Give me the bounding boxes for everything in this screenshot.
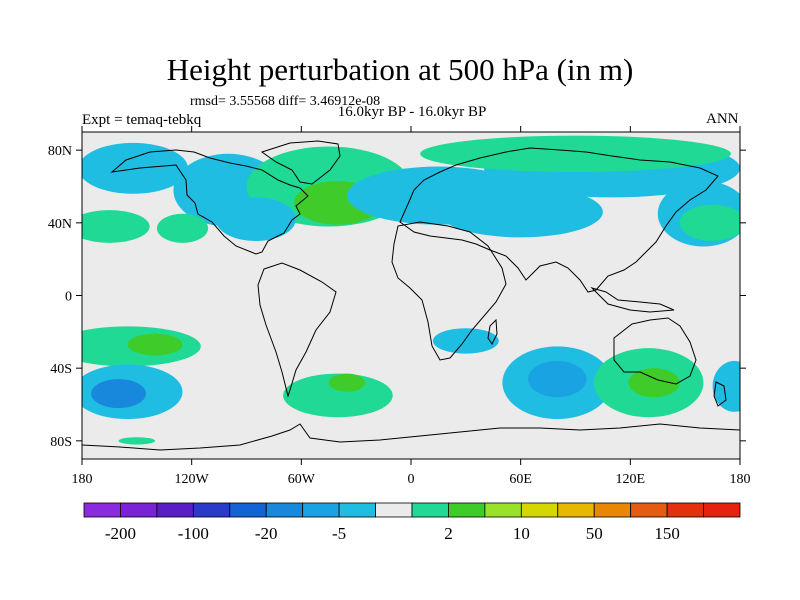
anomaly-region-19 — [432, 328, 499, 354]
colorbar-bin-11 — [484, 502, 522, 518]
colorbar-label-1: -100 — [178, 524, 209, 543]
coast-africa — [391, 221, 507, 361]
y-tick-label-4: 80S — [50, 435, 72, 450]
coast-eurasia — [399, 147, 719, 293]
coast-antarctica — [82, 423, 740, 451]
coast-maritime-islands — [590, 286, 675, 313]
anomaly-region-25 — [118, 437, 156, 445]
x-tick-label-1: 120W — [175, 472, 210, 487]
anomaly-region-6 — [215, 197, 296, 241]
colorbar-bin-10 — [448, 502, 486, 518]
y-tick-label-3: 40S — [50, 362, 72, 377]
anomaly-region-2 — [82, 210, 150, 243]
coast-south-america — [257, 262, 337, 398]
colorbar-bin-8 — [375, 502, 413, 518]
colorbar-bin-6 — [302, 502, 340, 518]
experiment-label: Expt = temaq-tebkq — [82, 112, 202, 128]
x-tick-label-4: 60E — [509, 472, 532, 487]
colorbar-bin-4 — [229, 502, 267, 518]
coast-madagascar — [487, 318, 498, 345]
anomaly-region-9 — [438, 186, 603, 238]
colorbar-bin-5 — [265, 502, 304, 518]
chart-title: Height perturbation at 500 hPa (in m) — [166, 52, 634, 87]
anomaly-region-21 — [527, 360, 587, 398]
anomaly-region-14 — [127, 333, 183, 356]
y-tick-label-1: 40N — [48, 217, 72, 232]
anomaly-region-3 — [156, 213, 209, 243]
anomaly-region-16 — [91, 379, 146, 409]
colorbar-label-5: 10 — [513, 524, 530, 543]
colorbar-bin-17 — [703, 502, 741, 518]
colorbar-bin-9 — [411, 502, 449, 518]
colorbar-bin-3 — [192, 502, 231, 518]
colorbar-label-3: -5 — [332, 524, 346, 543]
colorbar-label-7: 150 — [654, 524, 680, 543]
season-label: ANN — [706, 111, 739, 127]
colorbar-bin-16 — [666, 502, 704, 518]
x-tick-label-2: 60W — [288, 472, 316, 487]
subtitle-label: 16.0kyr BP - 16.0kyr BP — [337, 104, 487, 120]
x-tick-label-0: 180 — [72, 472, 93, 487]
colorbar-label-0: -200 — [105, 524, 136, 543]
y-tick-label-2: 0 — [65, 290, 72, 305]
anomaly-region-23 — [628, 368, 680, 398]
colorbar-bin-14 — [593, 502, 632, 518]
anomaly-region-18 — [328, 373, 366, 392]
anomaly-region-24 — [712, 360, 740, 412]
x-tick-label-6: 180 — [730, 472, 751, 487]
colorbar-label-6: 50 — [586, 524, 603, 543]
x-tick-label-5: 120E — [616, 472, 646, 487]
colorbar-label-4: 2 — [444, 524, 453, 543]
colorbar-bin-12 — [520, 502, 559, 518]
colorbar-bin-0 — [83, 502, 121, 518]
coast-australia — [613, 317, 697, 385]
colorbar-bin-13 — [557, 502, 595, 518]
coast-north-america — [110, 149, 309, 255]
colorbar-bin-1 — [120, 502, 158, 518]
colorbar-bin-15 — [630, 502, 668, 518]
colorbar-bin-7 — [338, 502, 376, 518]
y-tick-label-0: 80N — [48, 144, 72, 159]
anomaly-region-12 — [679, 204, 740, 241]
colorbar-label-2: -20 — [255, 524, 278, 543]
anomaly-region-10 — [420, 135, 731, 172]
colorbar-bin-2 — [156, 502, 194, 518]
x-tick-label-3: 0 — [408, 472, 415, 487]
stats-label: rmsd= 3.55568 diff= 3.46912e-08 — [190, 94, 381, 109]
anomaly-region-17 — [283, 373, 393, 418]
coast-greenland — [260, 140, 341, 185]
coast-new-zealand — [713, 381, 727, 407]
